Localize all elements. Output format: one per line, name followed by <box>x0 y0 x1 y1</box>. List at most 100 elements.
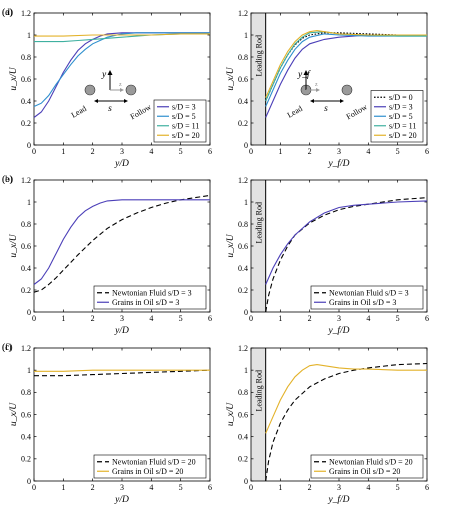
y-tick-label: 1 <box>244 366 248 375</box>
follow-rod-icon <box>125 84 137 96</box>
x-tick-label: 3 <box>337 314 341 323</box>
inset-lead-label: Lead <box>70 104 88 120</box>
leading-rod-label: Leading Rod <box>254 370 263 412</box>
legend-label: s/D = 5 <box>389 112 413 121</box>
x-tick-label: 0 <box>32 147 36 156</box>
x-tick-label: 2 <box>91 147 95 156</box>
y-tick-label: 1 <box>27 31 31 40</box>
x-tick-label: 0 <box>249 483 253 492</box>
legend-label: Newtonian Fluid s/D = 3 <box>112 288 192 297</box>
legend-label: s/D = 3 <box>389 102 413 111</box>
legend-label: s/D = 0 <box>389 93 413 102</box>
y-tick-label: 0.4 <box>238 264 248 273</box>
inset-s-label: s <box>324 104 328 114</box>
y-tick-label: 0 <box>27 141 31 150</box>
panel-label: (e) <box>2 174 13 185</box>
x-tick-label: 5 <box>396 483 400 492</box>
y-tick-label: 0.8 <box>238 388 248 397</box>
legend-label: Newtonian Fluid s/D = 20 <box>112 457 196 466</box>
panel-label: (a) <box>2 7 13 18</box>
x-tick-label: 0 <box>249 314 253 323</box>
y-tick-label: 0 <box>244 141 248 150</box>
x-tick-label: 4 <box>366 147 370 156</box>
y-tick-label: 1 <box>27 198 31 207</box>
y-tick-label: 0 <box>27 308 31 317</box>
x-axis-label: y/D <box>114 159 129 169</box>
panel-label: (d) <box>2 7 13 18</box>
y-tick-label: 0.6 <box>238 410 248 419</box>
leading-rod-region <box>251 180 266 312</box>
panel-d: (d) Leading Rod 0 1 2 3 4 5 6 0 0.2 0.4 0.6 0.8 1 1.2 y_… <box>2 7 429 169</box>
inset-y-label: y <box>101 70 107 80</box>
x-tick-label: 3 <box>120 314 124 323</box>
x-tick-label: 1 <box>278 483 282 492</box>
inset-z-label: z <box>315 82 318 88</box>
y-tick-label: 0.2 <box>21 286 31 295</box>
y-tick-label: 0.4 <box>21 97 31 106</box>
series-line-0 <box>33 194 211 293</box>
y-tick-label: 0 <box>244 308 248 317</box>
series-line-4 <box>265 30 427 98</box>
x-tick-label: 3 <box>120 147 124 156</box>
legend-label: Newtonian Fluid s/D = 20 <box>329 457 413 466</box>
series-line-1 <box>33 199 210 285</box>
panel-a: (a) 0 1 2 3 4 5 6 0 0.2 0.4 0.6 0.8 1 1.2 y/D u_x/U s/D =… <box>2 7 212 169</box>
x-tick-label: 3 <box>120 483 124 492</box>
arrow-left-icon <box>310 99 314 103</box>
x-tick-label: 5 <box>179 314 183 323</box>
legend-label: Newtonian Fluid s/D = 3 <box>329 288 409 297</box>
inset-z-label: z <box>119 82 122 88</box>
inset-lead-label: Lead <box>286 104 304 120</box>
x-tick-label: 4 <box>366 314 370 323</box>
series-line-0 <box>265 362 428 482</box>
x-tick-label: 2 <box>308 147 312 156</box>
series-line-0 <box>34 369 211 377</box>
x-tick-label: 4 <box>149 147 153 156</box>
inset-follow-label: Follow <box>345 102 369 121</box>
y-tick-label: 0.2 <box>21 119 31 128</box>
y-tick-label: 0 <box>244 477 248 486</box>
legend-box <box>310 285 424 310</box>
y-tick-label: 0.2 <box>21 455 31 464</box>
follow-rod-icon <box>341 84 353 96</box>
y-tick-label: 1.2 <box>21 176 31 185</box>
arrow-up-icon <box>107 70 113 75</box>
x-tick-label: 5 <box>396 314 400 323</box>
arrow-left-icon <box>94 99 98 103</box>
x-tick-label: 6 <box>208 314 212 323</box>
inset-schematic: y_fs Lead Follow z <box>286 69 369 121</box>
y-axis-label: u_x/U <box>226 233 236 257</box>
x-axis-label: y_f/D <box>327 494 349 505</box>
panel-b: (b) 0 1 2 3 4 5 6 0 0.2 0.4 0.6 0.8 1 1.2 y/D u_x/U Newto… <box>2 174 212 336</box>
legend-box <box>310 454 424 479</box>
legend-label: s/D = 3 <box>172 102 196 111</box>
lead-rod-icon <box>84 84 96 96</box>
x-tick-label: 6 <box>425 314 429 323</box>
x-axis-label: y_f/D <box>327 325 349 336</box>
series-line-2 <box>265 33 427 107</box>
y-tick-label: 0.6 <box>21 75 31 84</box>
y-tick-label: 0.6 <box>238 242 248 251</box>
panel-label: (f) <box>2 342 12 353</box>
legend-box <box>93 285 207 310</box>
inset-s-label: s <box>108 104 112 114</box>
y-tick-label: 0.8 <box>238 220 248 229</box>
legend-label: s/D = 20 <box>172 131 200 140</box>
panel-e: (e) Leading Rod 0 1 2 3 4 5 6 0 0.2 0.4 0.6 0.8 1 1.2 y_… <box>2 174 429 336</box>
legend-label: s/D = 20 <box>389 131 417 140</box>
y-tick-label: 0.6 <box>21 410 31 419</box>
x-tick-label: 4 <box>366 483 370 492</box>
x-axis-label: y/D <box>114 326 129 336</box>
x-tick-label: 0 <box>249 147 253 156</box>
x-tick-label: 2 <box>308 483 312 492</box>
x-tick-label: 3 <box>337 147 341 156</box>
y-tick-label: 0.8 <box>238 53 248 62</box>
x-tick-label: 5 <box>179 147 183 156</box>
x-tick-label: 1 <box>61 147 65 156</box>
arrow-right-icon <box>340 99 344 103</box>
arrow-right-icon <box>124 99 128 103</box>
y-tick-label: 0.4 <box>238 432 248 441</box>
y-axis-label: u_x/U <box>9 233 19 257</box>
legend-label: s/D = 11 <box>389 121 416 130</box>
inset-schematic: y s Lead Follow z <box>70 70 153 121</box>
